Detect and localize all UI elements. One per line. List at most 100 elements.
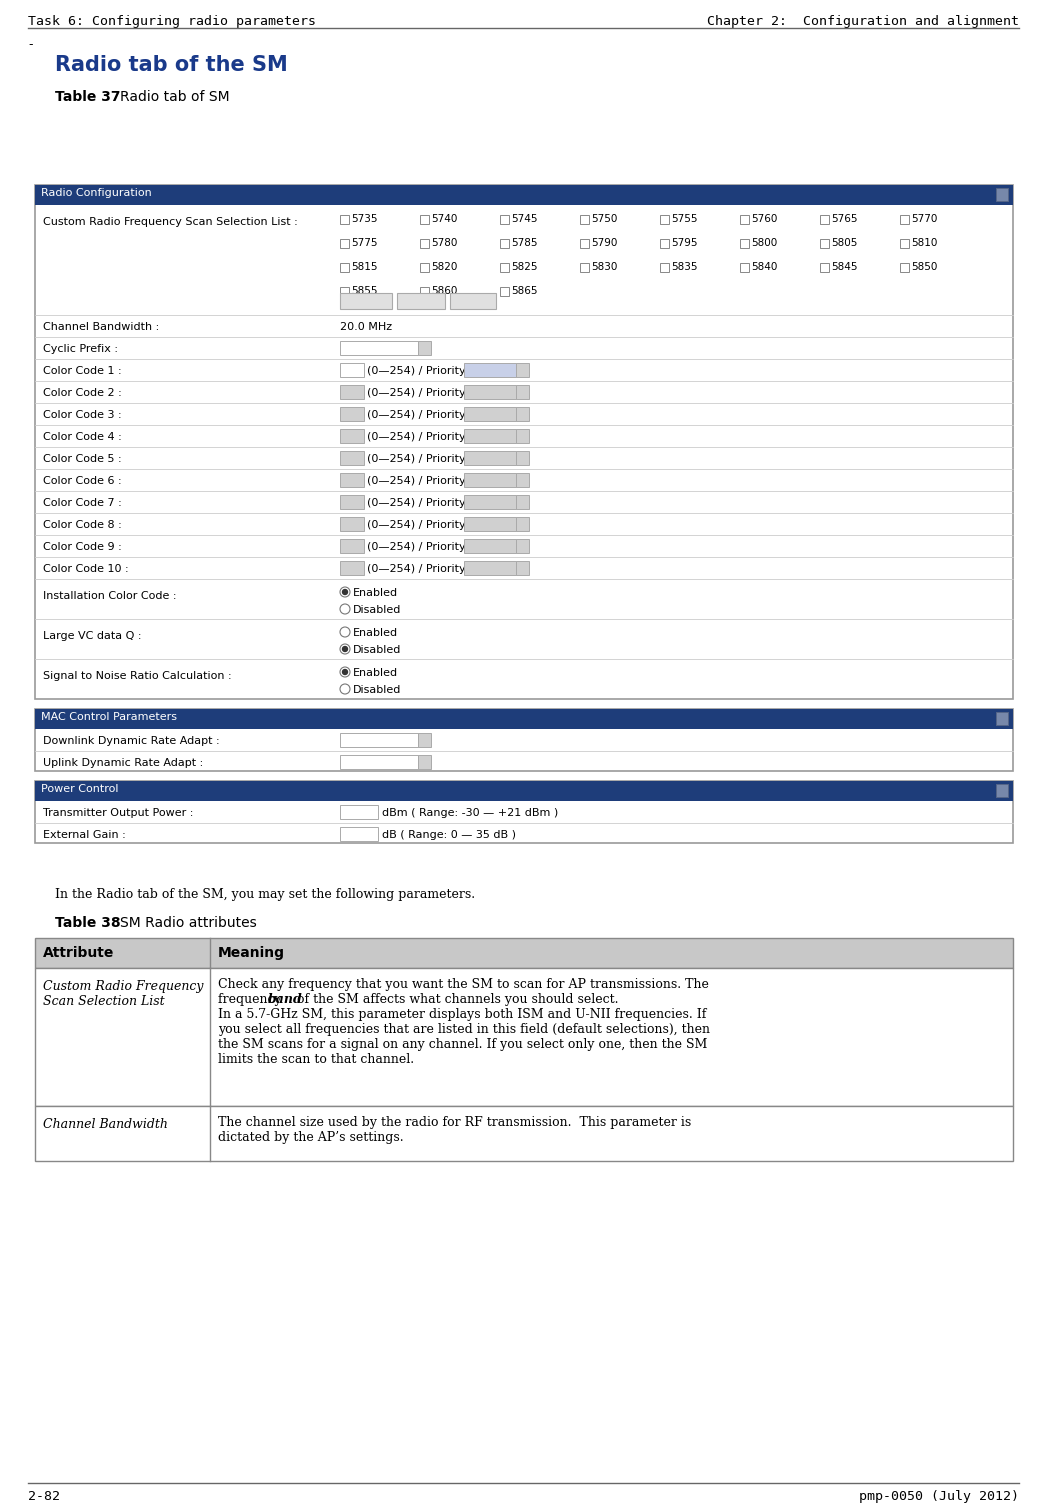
Text: 0: 0 bbox=[343, 496, 350, 507]
Bar bbox=[464, 363, 516, 376]
Text: Cyclic Prefix :: Cyclic Prefix : bbox=[43, 345, 118, 354]
Text: Custom Radio Frequency Scan Selection List :: Custom Radio Frequency Scan Selection Li… bbox=[43, 218, 297, 227]
Text: Primary: Primary bbox=[467, 364, 508, 375]
Text: 5805: 5805 bbox=[831, 237, 857, 248]
Bar bbox=[500, 239, 509, 248]
Bar bbox=[660, 263, 669, 272]
Text: Color Code 4 :: Color Code 4 : bbox=[43, 432, 121, 442]
Bar bbox=[464, 407, 516, 420]
Text: 5750: 5750 bbox=[591, 215, 618, 224]
Bar bbox=[397, 293, 445, 308]
Bar bbox=[340, 517, 364, 531]
Bar bbox=[340, 215, 349, 224]
Bar bbox=[516, 494, 529, 510]
Bar bbox=[464, 494, 516, 510]
Text: 5755: 5755 bbox=[671, 215, 697, 224]
Text: Disable: Disable bbox=[467, 496, 506, 507]
Text: 5820: 5820 bbox=[431, 262, 458, 272]
Bar bbox=[900, 263, 909, 272]
Bar bbox=[340, 407, 364, 420]
Text: 5770: 5770 bbox=[911, 215, 937, 224]
Text: 5855: 5855 bbox=[351, 286, 378, 296]
Text: Disable: Disable bbox=[467, 387, 506, 396]
Circle shape bbox=[340, 644, 350, 655]
Text: Enabled: Enabled bbox=[353, 668, 398, 677]
Text: Disable: Disable bbox=[467, 562, 506, 573]
Bar bbox=[420, 215, 429, 224]
Bar bbox=[420, 263, 429, 272]
Bar bbox=[340, 473, 364, 487]
Bar bbox=[516, 407, 529, 420]
Text: Color Code 3 :: Color Code 3 : bbox=[43, 410, 121, 420]
Text: Custom Radio Frequency
Scan Selection List: Custom Radio Frequency Scan Selection Li… bbox=[43, 980, 203, 1009]
Bar bbox=[660, 215, 669, 224]
Text: Meaning: Meaning bbox=[218, 947, 285, 960]
Bar bbox=[900, 215, 909, 224]
Text: 0: 0 bbox=[343, 387, 350, 396]
Circle shape bbox=[342, 590, 348, 594]
Text: Power Control: Power Control bbox=[41, 785, 118, 794]
Text: (0—254) / Priority: (0—254) / Priority bbox=[367, 454, 466, 464]
Text: 0: 0 bbox=[343, 364, 350, 375]
Text: -30: -30 bbox=[343, 806, 360, 816]
Text: Radio Configuration: Radio Configuration bbox=[41, 187, 152, 198]
Text: the SM scans for a signal on any channel. If you select only one, then the SM: the SM scans for a signal on any channel… bbox=[218, 1039, 708, 1051]
Bar bbox=[996, 187, 1008, 201]
Bar bbox=[900, 239, 909, 248]
Bar bbox=[340, 804, 378, 820]
Bar bbox=[516, 561, 529, 575]
Text: Channel Bandwidth: Channel Bandwidth bbox=[43, 1117, 168, 1131]
Text: band: band bbox=[268, 993, 303, 1005]
Text: (0—254) / Priority: (0—254) / Priority bbox=[367, 497, 466, 508]
Bar bbox=[464, 451, 516, 466]
Text: Radio tab of SM: Radio tab of SM bbox=[120, 91, 229, 104]
Circle shape bbox=[340, 587, 350, 597]
Text: Task 6: Configuring radio parameters: Task 6: Configuring radio parameters bbox=[28, 15, 316, 29]
Text: 5825: 5825 bbox=[511, 262, 537, 272]
Text: 0: 0 bbox=[343, 562, 350, 573]
Text: Color Code 7 :: Color Code 7 : bbox=[43, 497, 121, 508]
Bar bbox=[464, 386, 516, 399]
Text: Installation Color Code :: Installation Color Code : bbox=[43, 591, 177, 600]
Bar bbox=[35, 184, 1013, 699]
Text: ▼: ▼ bbox=[520, 496, 526, 505]
Bar bbox=[500, 287, 509, 296]
Text: 5780: 5780 bbox=[431, 237, 458, 248]
Text: ▼: ▼ bbox=[520, 519, 526, 528]
Bar bbox=[340, 494, 364, 510]
Text: dictated by the AP’s settings.: dictated by the AP’s settings. bbox=[218, 1131, 404, 1145]
Text: Signal to Noise Ratio Calculation :: Signal to Noise Ratio Calculation : bbox=[43, 671, 231, 680]
Bar bbox=[340, 429, 364, 443]
Circle shape bbox=[340, 683, 350, 694]
Bar bbox=[464, 538, 516, 553]
Bar bbox=[35, 709, 1013, 771]
Bar bbox=[516, 473, 529, 487]
Text: Table 37: Table 37 bbox=[55, 91, 120, 104]
Text: 5795: 5795 bbox=[671, 237, 697, 248]
Bar bbox=[340, 827, 378, 841]
Text: ▼: ▼ bbox=[520, 408, 526, 417]
Bar bbox=[35, 782, 1013, 844]
Text: ▼: ▼ bbox=[422, 756, 428, 765]
Text: One Quarter: One Quarter bbox=[343, 343, 408, 352]
Text: ▼: ▼ bbox=[520, 364, 526, 373]
Text: Table 38: Table 38 bbox=[55, 916, 120, 930]
Text: –: – bbox=[1000, 189, 1005, 200]
Bar bbox=[820, 263, 829, 272]
Text: MAC Control Parameters: MAC Control Parameters bbox=[41, 712, 177, 723]
Bar bbox=[516, 538, 529, 553]
Text: Attribute: Attribute bbox=[43, 947, 114, 960]
Text: (0—254) / Priority: (0—254) / Priority bbox=[367, 432, 466, 442]
Bar bbox=[35, 184, 1013, 206]
Text: The channel size used by the radio for RF transmission.  This parameter is: The channel size used by the radio for R… bbox=[218, 1116, 691, 1129]
Bar bbox=[340, 561, 364, 575]
Text: (0—254) / Priority: (0—254) / Priority bbox=[367, 564, 466, 575]
Bar bbox=[740, 215, 749, 224]
Text: dB ( Range: 0 — 35 dB ): dB ( Range: 0 — 35 dB ) bbox=[382, 830, 516, 841]
Text: dBm ( Range: -30 — +21 dBm ): dBm ( Range: -30 — +21 dBm ) bbox=[382, 807, 558, 818]
Bar bbox=[35, 937, 1013, 968]
Bar bbox=[420, 239, 429, 248]
Text: (0—254) / Priority: (0—254) / Priority bbox=[367, 410, 466, 420]
Circle shape bbox=[340, 627, 350, 637]
Text: 5835: 5835 bbox=[671, 262, 697, 272]
